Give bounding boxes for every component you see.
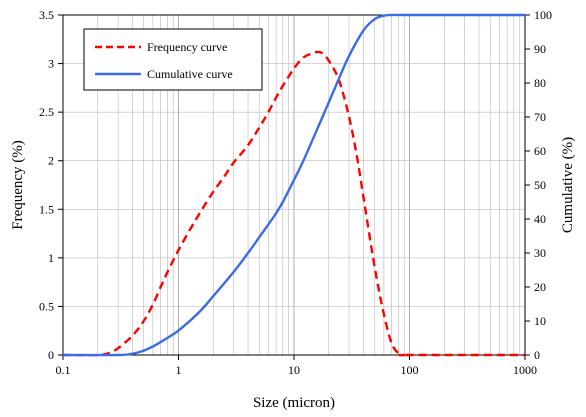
y-right-tick-label: 100 [534, 8, 552, 22]
cumulative-curve-line [62, 13, 525, 357]
y-left-tick-label: 3.5 [39, 8, 54, 22]
y-left-tick-labels: 0 0.5 1 1.5 2 2.5 3 3.5 [39, 8, 54, 362]
legend-label-frequency: Frequency curve [147, 40, 227, 54]
y-right-tick-label: 30 [534, 246, 546, 260]
y-right-tick-label: 20 [534, 280, 546, 294]
y-left-tick-label: 3 [48, 57, 54, 71]
y-left-tick-label: 2.5 [39, 105, 54, 119]
x-axis-label: Size (micron) [253, 395, 335, 411]
y-left-tick-label: 1 [48, 251, 54, 265]
legend: Frequency curve Cumulative curve [83, 28, 263, 91]
series-lines [62, 13, 525, 357]
y-axis-label-right: Cumulative (%) [560, 137, 576, 233]
y-right-tick-label: 80 [534, 76, 546, 90]
x-tick-label: 0.1 [56, 363, 71, 377]
y-left-tick-label: 2 [48, 154, 54, 168]
y-axis-label-left: Frequency (%) [10, 140, 26, 230]
legend-label-cumulative: Cumulative curve [147, 67, 233, 81]
x-tick-label: 10 [288, 363, 300, 377]
y-right-tick-label: 70 [534, 110, 546, 124]
y-right-tick-label: 50 [534, 178, 546, 192]
y-left-tick-label: 0 [48, 348, 54, 362]
x-tick-label: 100 [401, 363, 419, 377]
y-right-tick-label: 90 [534, 42, 546, 56]
x-tick-labels: 0.1 1 10 100 1000 [56, 363, 538, 377]
y-right-tick-label: 0 [534, 348, 540, 362]
y-left-tick-label: 1.5 [39, 202, 54, 216]
y-left-tick-label: 0.5 [39, 299, 54, 313]
y-right-tick-label: 60 [534, 144, 546, 158]
y-right-tick-label: 10 [534, 314, 546, 328]
x-tick-label: 1000 [513, 363, 537, 377]
y-right-tick-label: 40 [534, 212, 546, 226]
y-right-tick-labels: 0 10 20 30 40 50 60 70 80 90 100 [534, 8, 552, 362]
legend-box [83, 28, 263, 91]
frequency-curve-line [62, 50, 525, 357]
x-tick-label: 1 [176, 363, 182, 377]
